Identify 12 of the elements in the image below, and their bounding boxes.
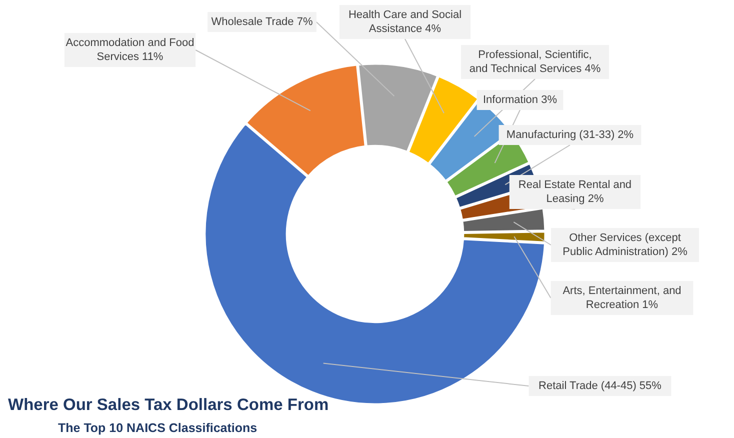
slice-label: Information 3% xyxy=(483,94,558,106)
slice-label: Professional, Scientific, and Technical Services 4% xyxy=(469,49,601,75)
slice-label: Real Estate Rental and Leasing 2% xyxy=(518,179,632,205)
slice-label: Arts, Entertainment, and Recreation 1% xyxy=(562,285,682,311)
text: Where Our Sales Tax Dollars Come From xyxy=(8,396,329,414)
slice-label: Manufacturing (31-33) 2% xyxy=(506,129,634,141)
slice-label: Accommodation and Food Services 11% xyxy=(66,37,194,63)
slice-label: Wholesale Trade 7% xyxy=(211,16,313,28)
text: The Top 10 NAICS Classifications xyxy=(58,421,258,435)
slice-label: Retail Trade (44-45) 55% xyxy=(538,380,662,392)
slice-label: Other Services (except Public Administration) 2% xyxy=(562,232,688,258)
slice-label: Health Care and Social Assistance 4% xyxy=(348,9,462,35)
